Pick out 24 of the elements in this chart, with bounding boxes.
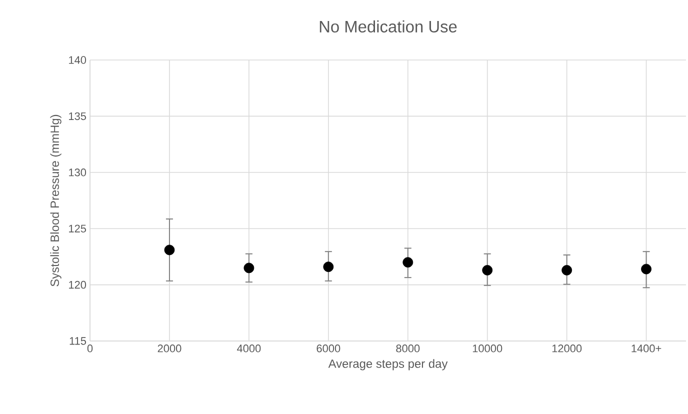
x-tick-label: 10000 [472,344,502,352]
x-tick-label: 2000 [158,344,182,352]
x-tick-label: 8000 [396,344,420,352]
x-axis-title: Average steps per day [328,359,448,370]
y-tick-label: 125 [69,224,86,232]
point [562,264,572,276]
point [164,244,175,256]
x-tick-label: 4000 [237,344,261,352]
y-tick-label: 120 [69,280,86,289]
point [482,264,493,276]
x-tick-label: 0 [87,344,93,352]
y-tick-label: 140 [69,56,86,64]
y-tick-label: 130 [69,168,86,176]
y-tick-label: 135 [69,112,86,120]
y-tick-label: 115 [70,337,86,345]
chart-title: No Medication Use [320,20,457,32]
point [402,257,414,268]
point [244,262,254,274]
x-tick-label: 1400+ [632,344,662,352]
point [323,262,334,272]
y-axis-title: Systolic Blood Pressure (mmHg) [50,114,62,286]
x-tick-label: 6000 [316,344,340,352]
point [641,264,652,274]
x-tick-label: 12000 [552,344,582,352]
